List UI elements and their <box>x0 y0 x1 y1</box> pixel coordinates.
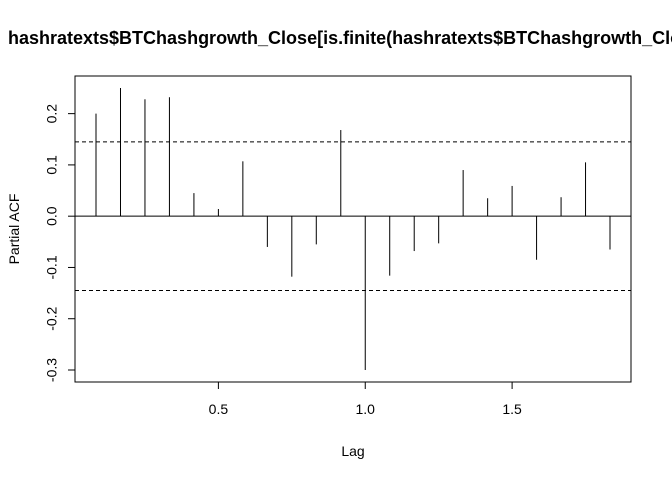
y-axis-label: Partial ACF <box>6 194 22 265</box>
x-tick-label: 1.0 <box>356 401 376 417</box>
chart-title: hashratexts$BTChashgrowth_Close[is.finit… <box>8 28 672 48</box>
x-tick-label: 0.5 <box>209 401 229 417</box>
axis-ticks <box>68 113 513 389</box>
y-tick-label: -0.2 <box>44 306 60 330</box>
y-tick-label: -0.3 <box>44 358 60 382</box>
y-tick-label: -0.1 <box>44 255 60 279</box>
axis-tick-labels: 0.5 1.0 1.5 -0.3 -0.2 -0.1 0.0 0.1 0.2 <box>44 104 522 417</box>
pacf-bars <box>75 88 631 370</box>
x-tick-label: 1.5 <box>502 401 522 417</box>
y-tick-label: 0.0 <box>44 206 60 226</box>
y-tick-label: 0.2 <box>44 104 60 124</box>
y-tick-label: 0.1 <box>44 155 60 175</box>
x-axis-label: Lag <box>341 443 364 459</box>
